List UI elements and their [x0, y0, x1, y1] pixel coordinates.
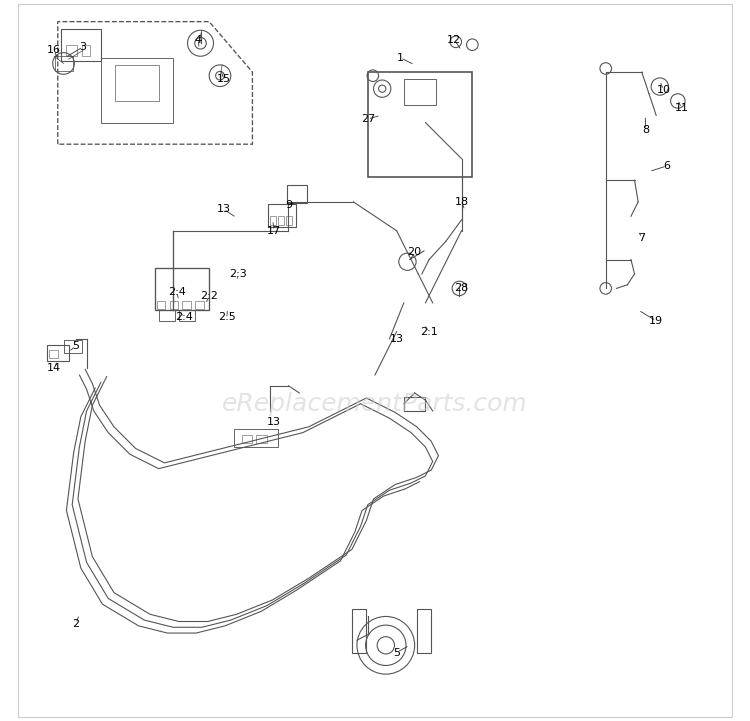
Text: 13: 13 — [390, 334, 404, 344]
Text: 28: 28 — [454, 283, 469, 293]
Bar — [417, 609, 431, 653]
Bar — [55, 56, 73, 71]
Text: 5: 5 — [72, 341, 80, 351]
Bar — [404, 397, 425, 411]
Text: 15: 15 — [217, 74, 230, 84]
Bar — [157, 301, 165, 309]
Bar — [271, 216, 276, 225]
Text: 5: 5 — [393, 647, 400, 658]
Text: 6: 6 — [664, 161, 670, 171]
Bar — [155, 268, 209, 310]
Text: 12: 12 — [447, 35, 461, 45]
Bar — [404, 79, 436, 105]
Bar — [287, 185, 308, 203]
Bar — [47, 345, 68, 360]
Bar — [196, 301, 204, 309]
Text: 13: 13 — [267, 417, 281, 427]
Text: 17: 17 — [267, 226, 281, 236]
Bar — [159, 310, 175, 321]
Bar — [82, 45, 90, 56]
Text: 13: 13 — [217, 204, 230, 214]
Text: 2:4: 2:4 — [175, 312, 193, 322]
Text: 14: 14 — [47, 363, 62, 373]
Bar — [67, 45, 77, 56]
Bar — [182, 301, 191, 309]
Text: 27: 27 — [361, 114, 375, 124]
Text: 18: 18 — [454, 197, 469, 207]
Bar — [179, 310, 195, 321]
Bar — [278, 216, 284, 225]
Text: 16: 16 — [47, 45, 62, 56]
Bar — [101, 58, 173, 123]
Bar — [116, 65, 159, 101]
Text: 2:1: 2:1 — [420, 327, 438, 337]
Bar — [62, 29, 101, 61]
Text: eReplacementParts.com: eReplacementParts.com — [222, 392, 528, 416]
Text: 2: 2 — [72, 619, 80, 629]
Bar — [352, 609, 366, 653]
Text: 11: 11 — [674, 103, 688, 113]
Text: 8: 8 — [642, 125, 649, 135]
Bar — [368, 72, 472, 177]
Text: 9: 9 — [285, 200, 292, 211]
Bar — [235, 429, 278, 447]
Text: 3: 3 — [80, 42, 86, 52]
Bar — [242, 435, 253, 443]
Bar — [268, 204, 296, 227]
Text: 2:5: 2:5 — [218, 312, 236, 322]
Text: 10: 10 — [656, 85, 670, 95]
Bar — [64, 340, 82, 353]
Bar — [256, 435, 267, 443]
Text: 19: 19 — [650, 316, 663, 326]
Text: 1: 1 — [397, 53, 404, 63]
Text: 2:3: 2:3 — [230, 269, 247, 279]
Text: 2:2: 2:2 — [200, 291, 218, 301]
Text: 4: 4 — [195, 35, 202, 45]
Text: 2:4: 2:4 — [168, 287, 186, 297]
Bar — [286, 216, 292, 225]
Text: 20: 20 — [407, 247, 422, 257]
Text: 7: 7 — [638, 233, 645, 243]
Bar — [49, 350, 58, 358]
Bar — [170, 301, 178, 309]
